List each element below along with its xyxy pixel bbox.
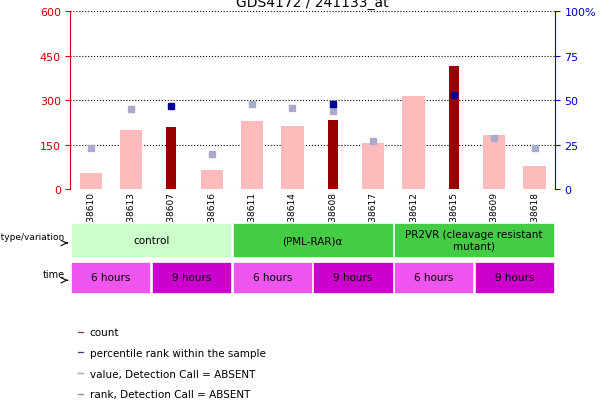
Bar	[166, 128, 177, 190]
Bar	[241, 122, 263, 190]
Bar	[200, 171, 223, 190]
Text: value, Detection Call = ABSENT: value, Detection Call = ABSENT	[89, 369, 255, 379]
Bar	[402, 97, 425, 190]
Bar	[281, 126, 303, 190]
Bar	[394, 262, 473, 294]
Text: PR2VR (cleavage resistant
mutant): PR2VR (cleavage resistant mutant)	[405, 230, 543, 252]
Bar	[313, 262, 392, 294]
Text: rank, Detection Call = ABSENT: rank, Detection Call = ABSENT	[89, 389, 250, 399]
Bar	[71, 224, 231, 257]
Bar	[78, 332, 85, 333]
Bar	[80, 174, 102, 190]
Bar	[449, 67, 459, 190]
Bar	[483, 135, 505, 190]
Bar	[394, 224, 554, 257]
Bar	[362, 144, 384, 190]
Bar	[78, 353, 85, 354]
Bar	[152, 262, 231, 294]
Bar	[120, 131, 142, 190]
Bar	[233, 262, 312, 294]
Text: count: count	[89, 328, 120, 337]
Bar	[78, 373, 85, 374]
Text: 6 hours: 6 hours	[91, 273, 131, 283]
Title: GDS4172 / 241133_at: GDS4172 / 241133_at	[237, 0, 389, 10]
Bar	[71, 262, 150, 294]
Text: time: time	[43, 269, 65, 279]
Text: 9 hours: 9 hours	[172, 273, 211, 283]
Text: 6 hours: 6 hours	[253, 273, 292, 283]
Text: percentile rank within the sample: percentile rank within the sample	[89, 348, 265, 358]
Text: 9 hours: 9 hours	[495, 273, 534, 283]
Bar	[78, 394, 85, 395]
Text: control: control	[133, 235, 169, 246]
Bar	[524, 166, 546, 190]
Text: 9 hours: 9 hours	[333, 273, 373, 283]
Text: (PML-RAR)α: (PML-RAR)α	[283, 235, 343, 246]
Text: 6 hours: 6 hours	[414, 273, 454, 283]
Bar	[233, 224, 392, 257]
Bar	[475, 262, 554, 294]
Bar	[328, 121, 338, 190]
Text: genotype/variation: genotype/variation	[0, 233, 65, 242]
